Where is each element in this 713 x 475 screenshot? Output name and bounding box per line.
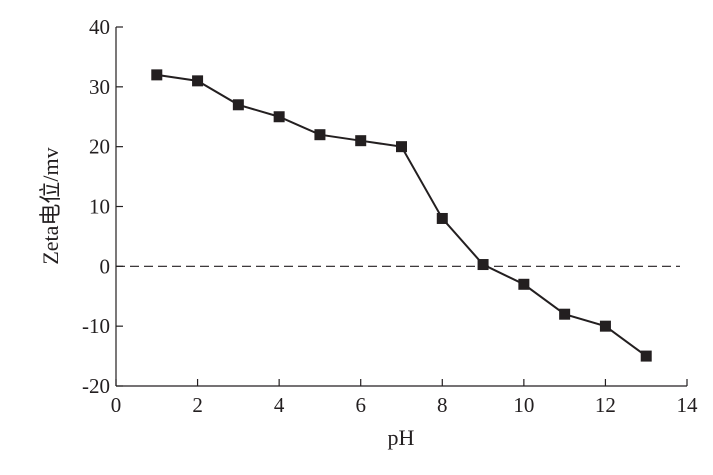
- y-axis-title: Zeta电位/mv: [38, 147, 63, 264]
- series-line: [156, 73, 647, 357]
- y-tick-label: -10: [82, 314, 110, 338]
- x-tick-label: 8: [437, 393, 448, 417]
- y-tick-label: 20: [89, 135, 110, 159]
- x-tick-label: 6: [355, 393, 366, 417]
- y-tick-label: 10: [89, 195, 110, 219]
- plot-area: [116, 69, 680, 362]
- y-tick-label: 30: [89, 75, 110, 99]
- data-point: [232, 99, 244, 111]
- y-tick-label: 40: [89, 15, 110, 39]
- x-tick-label: 2: [192, 393, 203, 417]
- data-point: [559, 308, 571, 320]
- x-tick-label: 12: [595, 393, 616, 417]
- data-point: [640, 350, 652, 362]
- data-point: [355, 135, 367, 147]
- ticks: 0 2 4 6 8 10 12 14 -20 -10 0 10 20 30 40: [82, 15, 698, 417]
- data-point: [273, 111, 285, 123]
- data-point: [396, 141, 407, 153]
- x-tick-label: 0: [111, 393, 122, 417]
- y-tick-label: -20: [82, 374, 110, 398]
- x-tick-label: 4: [274, 393, 285, 417]
- y-tick-label: 0: [100, 254, 111, 278]
- data-point: [192, 75, 204, 87]
- x-tick-label: 14: [677, 393, 699, 417]
- data-point: [314, 129, 326, 141]
- data-point: [518, 278, 530, 290]
- x-tick-label: 10: [513, 393, 534, 417]
- data-point: [477, 259, 489, 271]
- data-point: [436, 212, 448, 224]
- data-point: [599, 320, 611, 332]
- x-axis-title: pH: [388, 425, 415, 450]
- data-point: [151, 69, 163, 81]
